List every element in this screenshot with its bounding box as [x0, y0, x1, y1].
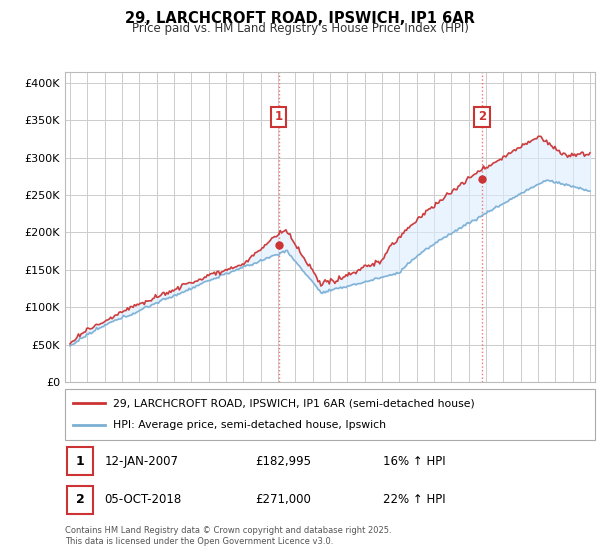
Text: £271,000: £271,000: [256, 493, 311, 506]
Text: 29, LARCHCROFT ROAD, IPSWICH, IP1 6AR (semi-detached house): 29, LARCHCROFT ROAD, IPSWICH, IP1 6AR (s…: [113, 398, 474, 408]
Text: 29, LARCHCROFT ROAD, IPSWICH, IP1 6AR: 29, LARCHCROFT ROAD, IPSWICH, IP1 6AR: [125, 11, 475, 26]
Text: Contains HM Land Registry data © Crown copyright and database right 2025.
This d: Contains HM Land Registry data © Crown c…: [65, 526, 391, 546]
Text: 22% ↑ HPI: 22% ↑ HPI: [383, 493, 446, 506]
Text: 1: 1: [275, 110, 283, 123]
Text: 16% ↑ HPI: 16% ↑ HPI: [383, 455, 446, 468]
Text: 2: 2: [478, 110, 486, 123]
Text: 12-JAN-2007: 12-JAN-2007: [104, 455, 179, 468]
Text: £182,995: £182,995: [256, 455, 312, 468]
Bar: [67, 486, 93, 514]
Text: Price paid vs. HM Land Registry's House Price Index (HPI): Price paid vs. HM Land Registry's House …: [131, 22, 469, 35]
Text: 1: 1: [76, 455, 85, 468]
Text: 05-OCT-2018: 05-OCT-2018: [104, 493, 182, 506]
Text: 2: 2: [76, 493, 85, 506]
Bar: [67, 447, 93, 475]
Text: HPI: Average price, semi-detached house, Ipswich: HPI: Average price, semi-detached house,…: [113, 421, 386, 431]
